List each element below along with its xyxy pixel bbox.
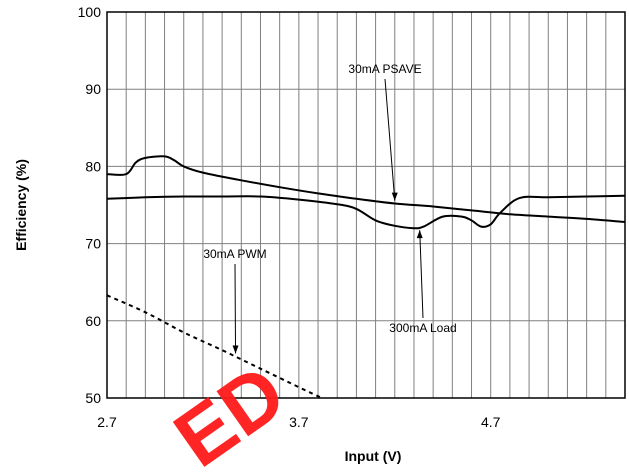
x-tick-label: 2.7: [97, 414, 117, 430]
y-tick-label: 90: [85, 81, 101, 97]
annotations: 30mA PSAVE 300mA Load 30mA PWM: [203, 62, 457, 354]
y-tick-label: 60: [85, 313, 101, 329]
annotation-arrow-head: [232, 345, 239, 354]
x-axis-label: Input (V): [345, 448, 402, 464]
x-tick-label: 4.7: [481, 414, 501, 430]
x-tick-label: 3.7: [289, 414, 309, 430]
series-line-300ma-load: [106, 194, 626, 230]
annotation-label: 30mA PSAVE: [348, 62, 421, 76]
annotation-arrow-line: [384, 78, 396, 201]
y-tick-label: 70: [85, 236, 101, 252]
annotation-arrow-head: [391, 192, 398, 201]
y-tick-label: 80: [85, 158, 101, 174]
annotation-arrow-head: [416, 230, 423, 239]
grid-lines: [107, 12, 625, 398]
plot-frame: [106, 11, 626, 399]
y-tick-label: 50: [85, 390, 101, 406]
series-line-30ma-psave: [106, 155, 626, 223]
tick-labels: 50 60 70 80 90 100 2.7 3.7 4.7: [78, 4, 501, 430]
annotation-arrow-line: [234, 263, 237, 354]
annotation-arrow-line: [419, 230, 424, 319]
annotation-label: 300mA Load: [389, 321, 456, 335]
series-line-30ma-pwm: [106, 294, 323, 399]
y-tick-label: 100: [78, 4, 102, 20]
y-axis-label: Efficiency (%): [13, 159, 29, 251]
series-layer: [106, 155, 626, 399]
annotation-label: 30mA PWM: [203, 247, 266, 261]
